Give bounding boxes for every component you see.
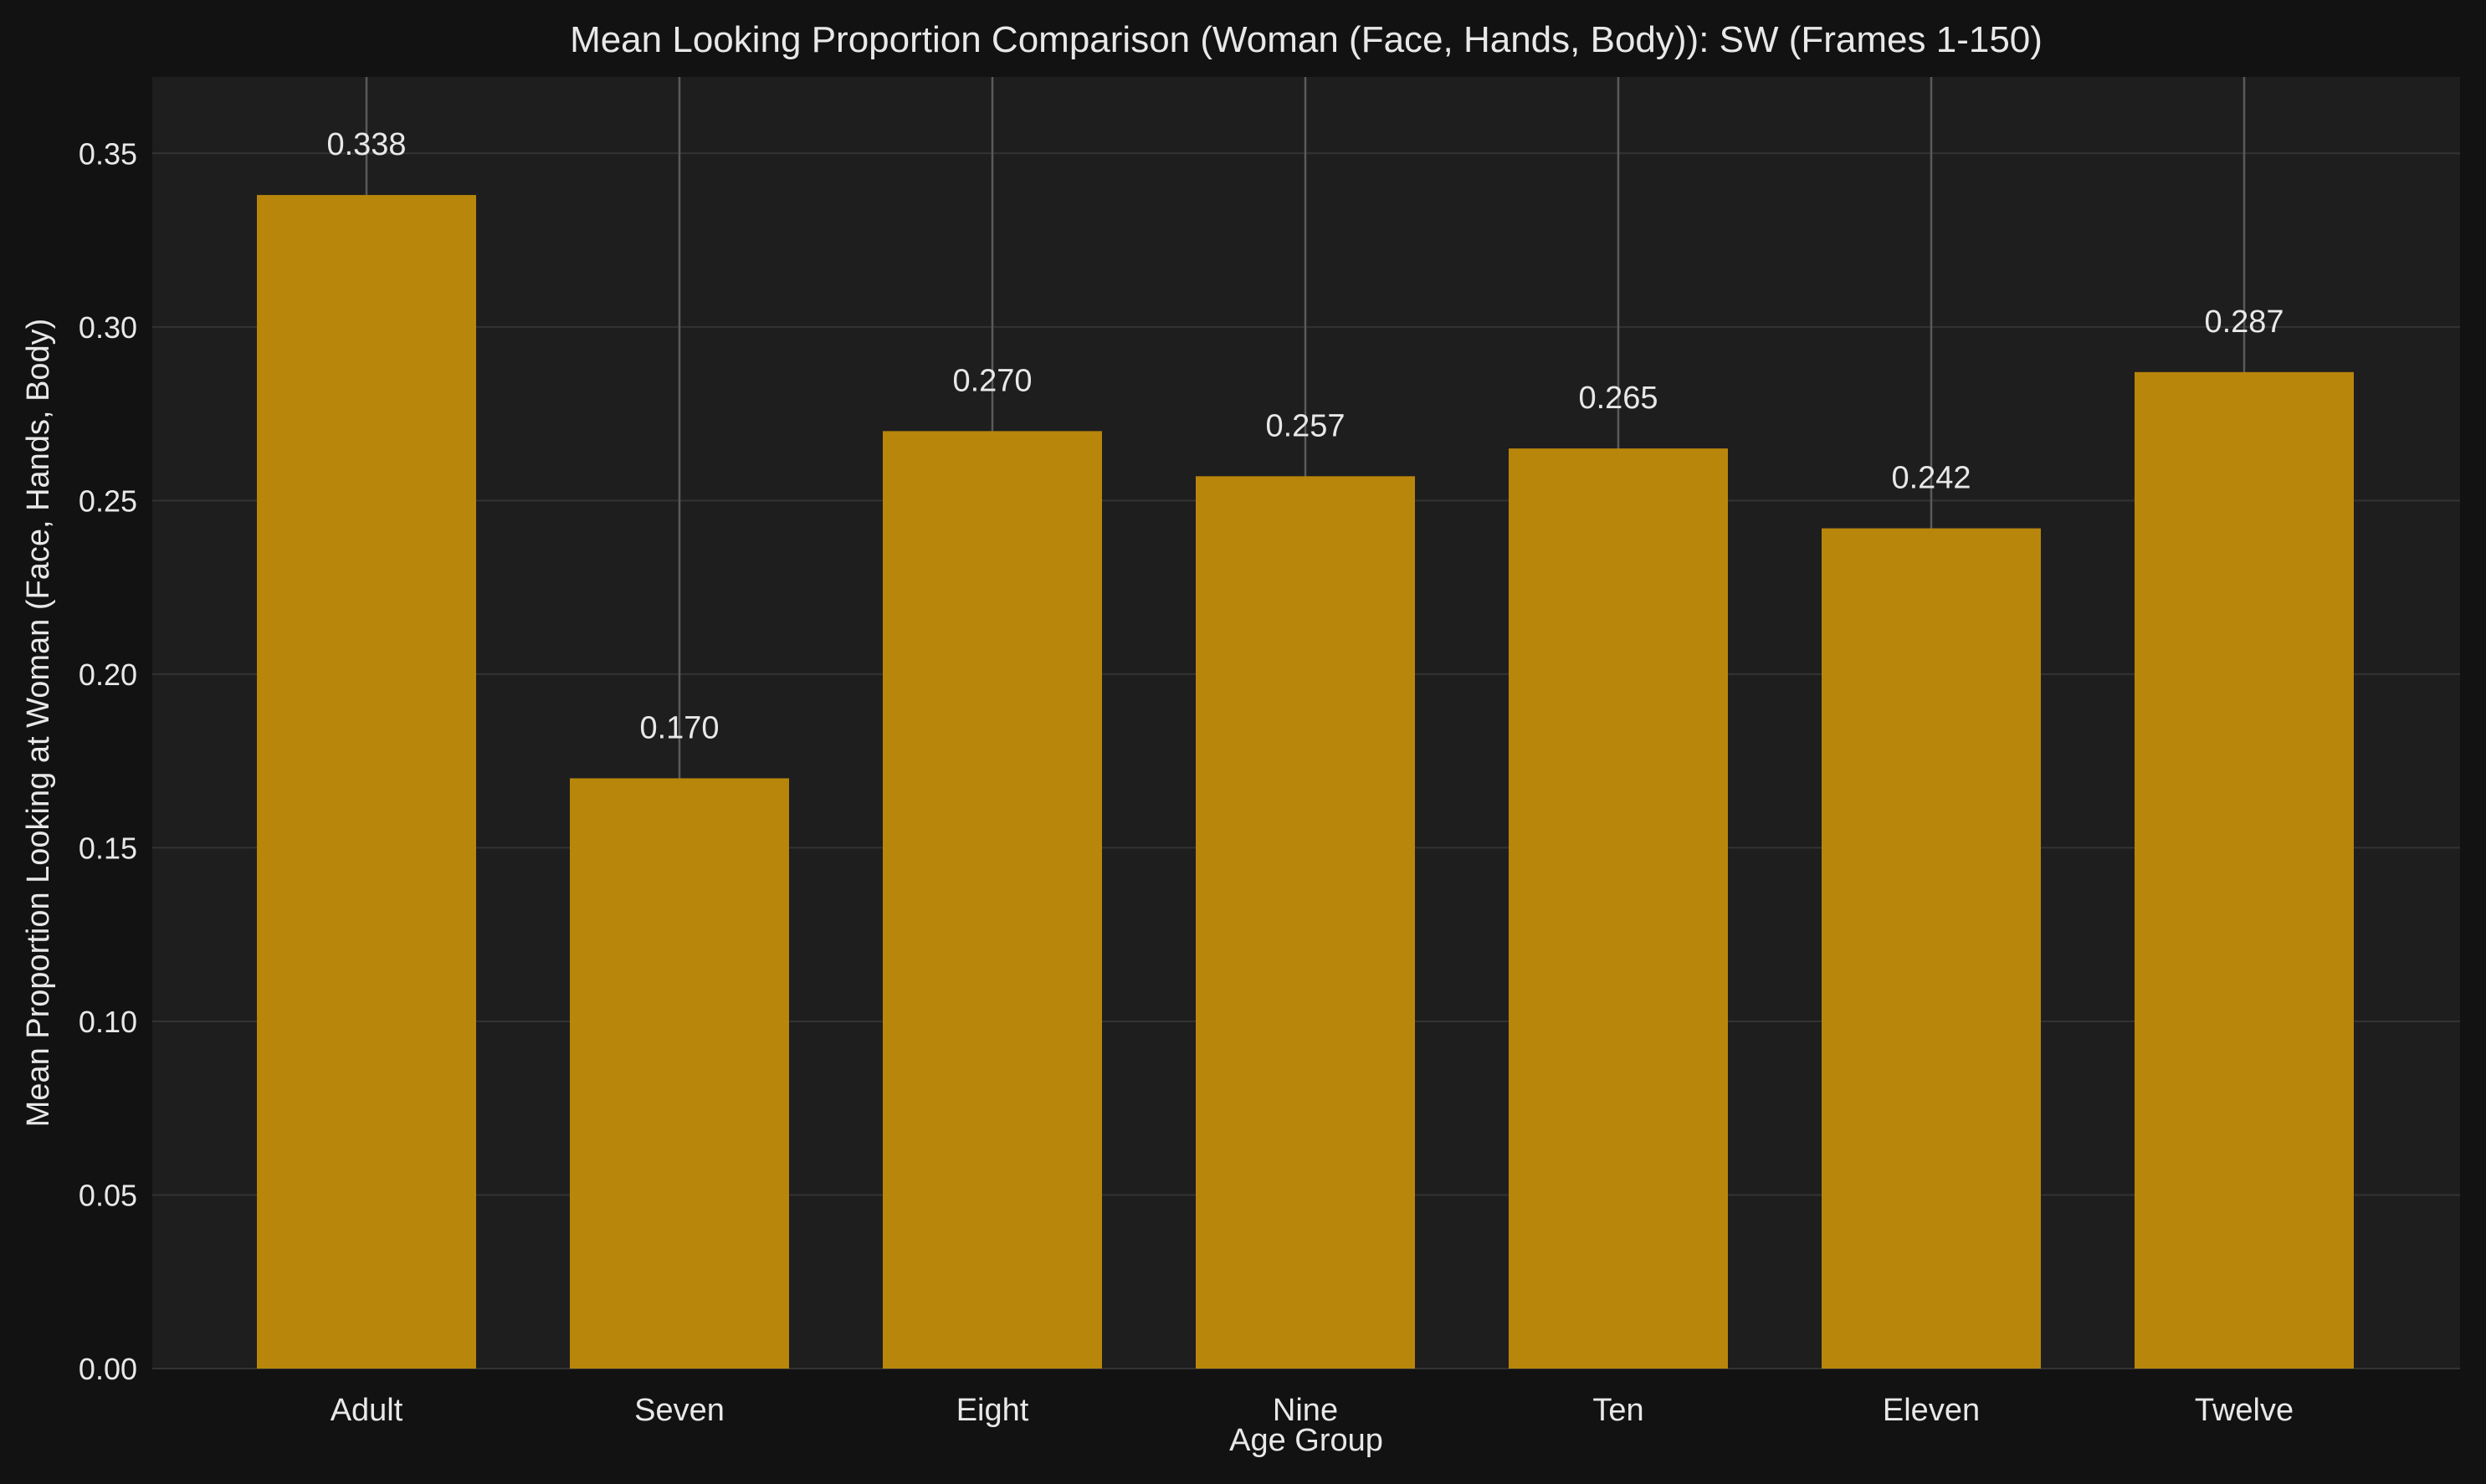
value-label: 0.170 [639,710,719,745]
bar-seven [570,778,789,1369]
y-tick-label: 0.20 [79,658,137,692]
value-label: 0.265 [1578,381,1658,416]
y-tick-label: 0.00 [79,1352,137,1386]
x-tick-label: Eight [956,1393,1029,1428]
y-tick-label: 0.15 [79,831,137,865]
x-tick-label: Twelve [2195,1393,2294,1428]
x-tick-label: Adult [331,1393,403,1428]
x-tick-label: Nine [1273,1393,1338,1428]
y-tick-label: 0.25 [79,484,137,518]
value-label: 0.270 [952,363,1032,398]
bar-twelve [2135,371,2354,1369]
y-axis-ticks: 0.00 0.05 0.10 0.15 0.20 0.25 0.30 0.35 [79,136,137,1386]
bar-eleven [1822,528,2041,1369]
value-label: 0.287 [2204,304,2284,340]
bar-adult [257,195,476,1369]
bar-ten [1509,448,1728,1369]
bars [257,195,2354,1369]
value-label: 0.242 [1891,461,1971,496]
y-tick-label: 0.35 [79,136,137,171]
chart-title: Mean Looking Proportion Comparison (Woma… [570,19,2043,60]
value-label: 0.338 [326,127,406,162]
y-axis-label: Mean Proportion Looking at Woman (Face, … [21,319,56,1128]
x-tick-label: Eleven [1883,1393,1980,1428]
bar-eight [883,431,1102,1369]
y-tick-label: 0.05 [79,1178,137,1212]
x-axis-label: Age Group [1229,1423,1383,1458]
bar-nine [1196,476,1415,1369]
y-tick-label: 0.30 [79,310,137,345]
x-tick-label: Seven [634,1393,725,1428]
value-label: 0.257 [1265,408,1345,443]
x-tick-label: Ten [1592,1393,1643,1428]
y-tick-label: 0.10 [79,1005,137,1039]
value-labels: 0.338 0.170 0.270 0.257 0.265 0.242 0.287 [326,127,2284,745]
x-axis-ticks: Adult Seven Eight Nine Ten Eleven Twelve [331,1393,2294,1428]
